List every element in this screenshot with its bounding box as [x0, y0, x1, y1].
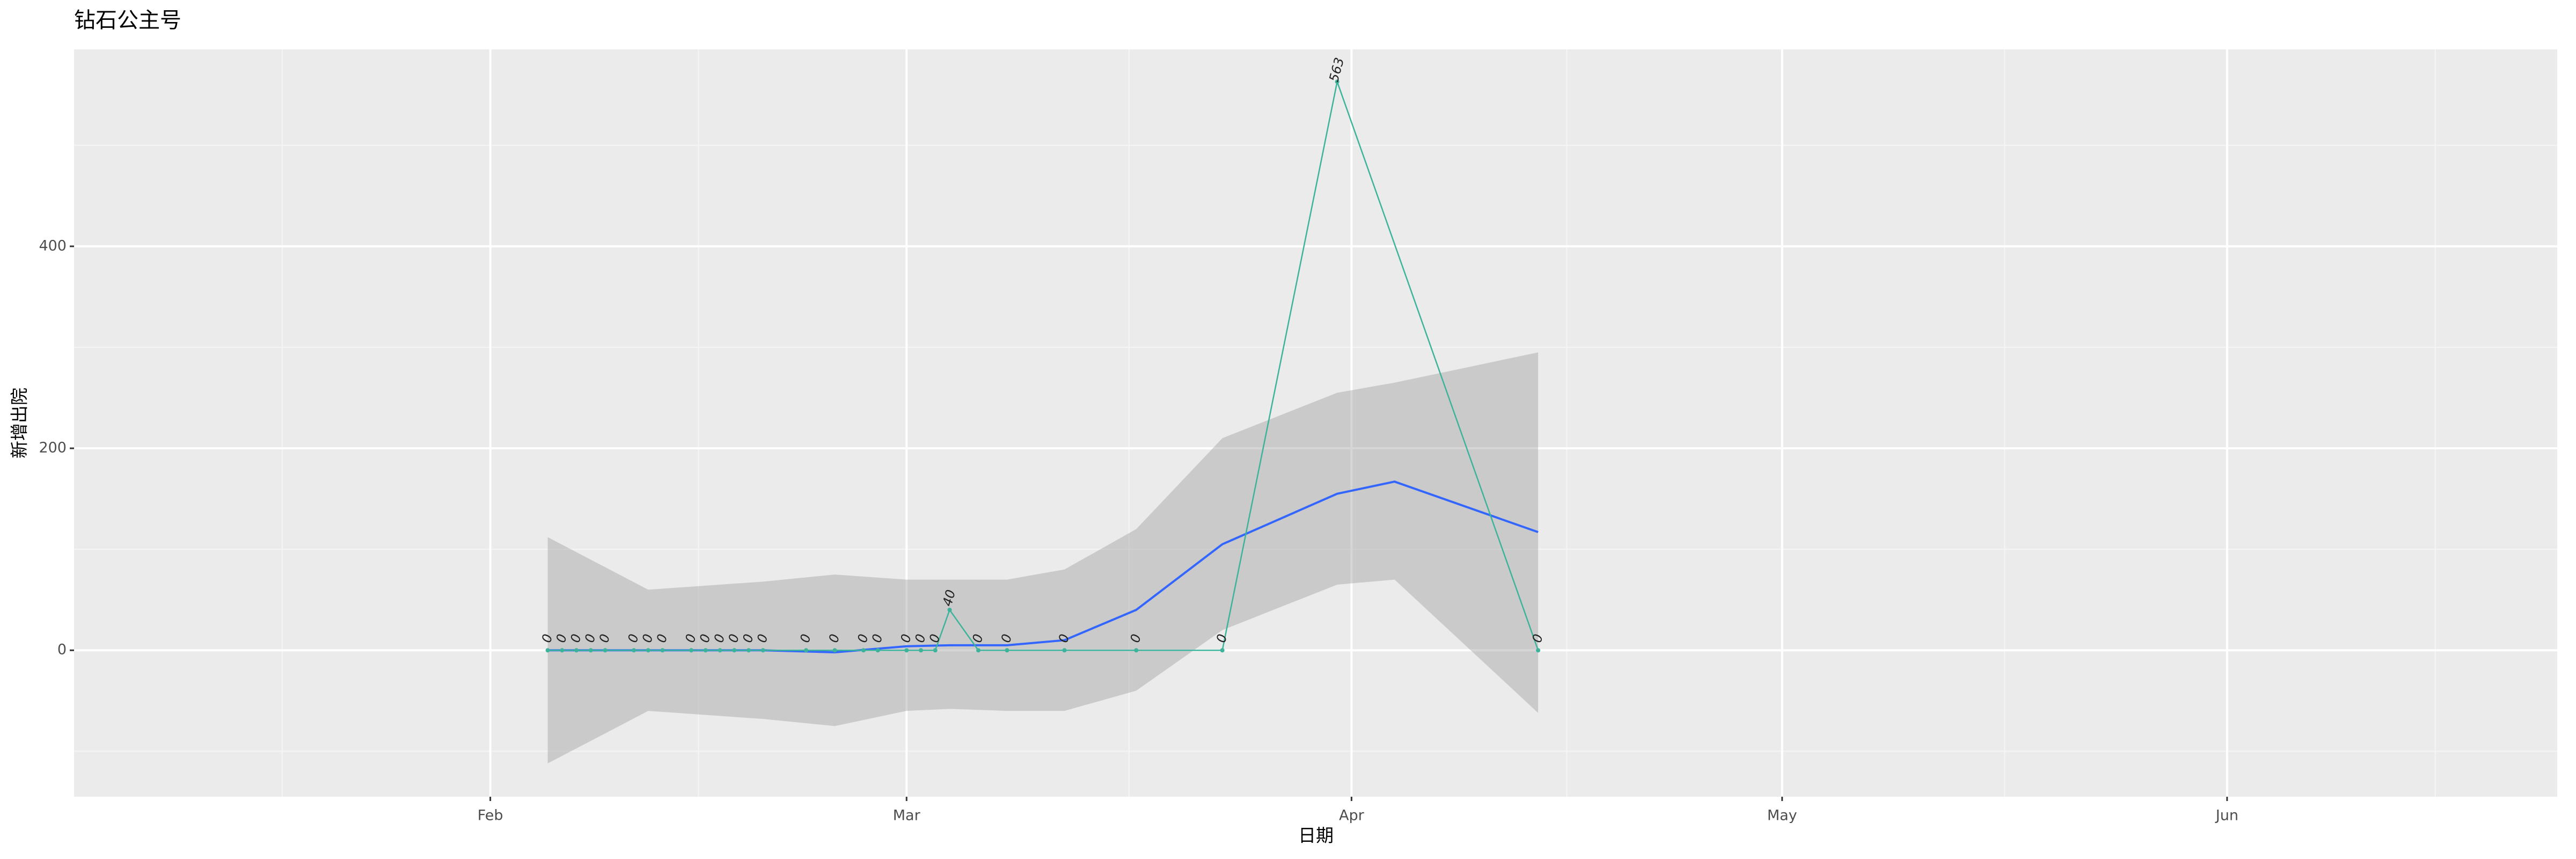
data-point	[875, 648, 880, 653]
data-point	[1005, 648, 1009, 653]
data-point	[861, 648, 866, 653]
data-label: 0	[726, 632, 742, 644]
data-label: 0	[970, 632, 986, 644]
data-point	[747, 648, 751, 653]
data-label: 0	[639, 632, 656, 644]
data-label: 0	[998, 632, 1015, 644]
data-point	[933, 648, 938, 653]
data-label: 0	[912, 632, 929, 644]
x-axis-title: 日期	[1298, 825, 1334, 846]
data-point	[947, 608, 952, 612]
data-label: 0	[797, 632, 814, 644]
x-tick-label: Jun	[2215, 807, 2238, 824]
x-tick-label: Apr	[1339, 807, 1365, 824]
data-point	[689, 648, 694, 653]
data-label: 0	[568, 632, 584, 644]
y-axis-title: 新增出院	[9, 388, 30, 458]
data-label: 0	[855, 632, 872, 644]
x-tick-label: May	[1767, 807, 1797, 824]
data-point	[574, 648, 579, 653]
data-label: 0	[926, 632, 943, 644]
data-point	[560, 648, 565, 653]
data-label: 0	[697, 632, 713, 644]
data-point	[603, 648, 608, 653]
data-label: 0	[869, 632, 885, 644]
data-label: 0	[1056, 632, 1072, 644]
data-label: 0	[625, 632, 642, 644]
data-point	[732, 648, 737, 653]
data-label: 0	[1213, 632, 1230, 644]
data-label: 0	[582, 632, 598, 644]
data-label: 0	[1529, 632, 1546, 644]
confidence-band	[547, 352, 1539, 763]
data-point	[832, 648, 837, 653]
x-tick-label: Mar	[893, 807, 921, 824]
data-point	[1220, 648, 1225, 653]
chart-title: 钻石公主号	[74, 8, 181, 33]
panel	[74, 49, 2557, 797]
data-label: 0	[553, 632, 570, 644]
data-point	[804, 648, 809, 653]
data-label: 0	[683, 632, 699, 644]
data-point	[545, 648, 550, 653]
x-tick-label: Feb	[478, 807, 503, 824]
data-point	[760, 648, 765, 653]
data-point	[646, 648, 650, 653]
data-label: 0	[596, 632, 613, 644]
data-point	[1134, 648, 1139, 653]
y-tick-label: 400	[39, 237, 67, 254]
y-tick-label: 200	[39, 440, 67, 456]
data-point	[1536, 648, 1541, 653]
data-label: 0	[754, 632, 771, 644]
data-point	[1335, 79, 1340, 84]
data-point	[718, 648, 722, 653]
data-label: 0	[1128, 632, 1144, 644]
data-point	[918, 648, 923, 653]
data-point	[632, 648, 636, 653]
data-point	[1062, 648, 1067, 653]
data-label: 0	[711, 632, 728, 644]
data-point	[976, 648, 980, 653]
data-label: 0	[740, 632, 757, 644]
data-point	[660, 648, 665, 653]
y-tick-label: 0	[57, 642, 67, 658]
data-label: 0	[826, 632, 843, 644]
data-point	[703, 648, 708, 653]
data-point	[588, 648, 593, 653]
data-label: 0	[898, 632, 914, 644]
data-label: 0	[539, 632, 555, 644]
data-point	[904, 648, 909, 653]
data-label: 0	[654, 632, 670, 644]
